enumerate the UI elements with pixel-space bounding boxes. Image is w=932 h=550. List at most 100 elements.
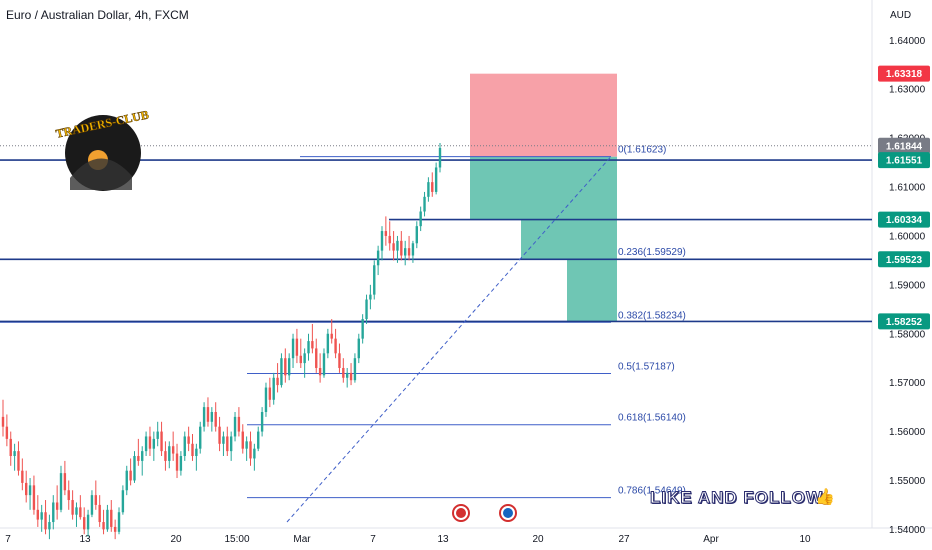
candle-body	[233, 416, 237, 437]
candle-body	[28, 485, 32, 496]
x-tick-label: 7	[370, 534, 376, 545]
thumbs-up-icon: 👍	[815, 489, 835, 506]
candle-body	[86, 514, 90, 530]
candle-body	[21, 470, 24, 483]
fib-level-label: 0.786(1.54649)	[618, 486, 686, 497]
logo-hand-shape	[70, 158, 132, 190]
candle-body	[79, 507, 82, 518]
candle-body	[63, 473, 67, 491]
candle-body	[400, 240, 403, 256]
candle-body	[253, 448, 256, 459]
candle-body	[90, 495, 94, 515]
candle-body	[75, 507, 78, 515]
candle-body	[48, 522, 51, 530]
price-badge-label: 1.59523	[886, 255, 923, 266]
candle-body	[187, 436, 190, 444]
candle-body	[222, 436, 225, 444]
candle-body	[55, 502, 59, 510]
price-badge: 1.63318	[878, 65, 930, 82]
candle-body	[9, 438, 12, 457]
candle-body	[59, 473, 63, 510]
candle-body	[295, 338, 299, 356]
candle-body	[98, 504, 101, 523]
price-badge-bg	[878, 211, 930, 228]
price-badge: 1.61551	[878, 152, 930, 169]
candle-body	[202, 407, 206, 427]
y-tick-label: 1.59000	[889, 280, 926, 291]
candle-body	[280, 358, 283, 386]
x-tick-label: 13	[79, 534, 91, 545]
eu-flag-icon-inner	[503, 508, 513, 518]
y-tick-label: 1.57000	[889, 378, 926, 389]
like-and-follow-watermark: LIKE AND FOLLOW	[649, 488, 824, 508]
candle-body	[129, 470, 132, 481]
candle-body	[237, 416, 241, 432]
candle-body	[403, 248, 407, 256]
x-tick-label: 15:00	[224, 534, 249, 545]
candle-body	[388, 235, 391, 244]
candle-body	[175, 453, 179, 471]
y-tick-label: 1.58000	[889, 329, 926, 340]
candle-body	[361, 319, 364, 339]
candle-body	[365, 299, 368, 320]
candle-body	[5, 426, 9, 439]
price-badge: 1.61844	[878, 137, 930, 154]
candle-body	[226, 436, 229, 452]
price-badge-label: 1.60334	[886, 215, 923, 226]
chart-title: Euro / Australian Dollar, 4h, FXCM	[6, 8, 189, 22]
candle-body	[241, 431, 244, 449]
candle-body	[191, 443, 194, 457]
candle-body	[369, 294, 372, 300]
candle-body	[276, 377, 279, 386]
candle-body	[330, 333, 333, 339]
price-badge-bg	[878, 137, 930, 154]
stop-loss-zone	[470, 73, 617, 157]
y-tick-label: 1.55000	[889, 476, 926, 487]
fib-level-label: 0.382(1.58234)	[618, 310, 686, 321]
candle-body	[164, 451, 167, 461]
candle-body	[179, 456, 183, 471]
x-tick-label: 27	[618, 534, 630, 545]
candle-body	[156, 431, 159, 439]
candle-body	[13, 451, 16, 457]
candle-body	[291, 338, 295, 359]
candle-body	[36, 509, 40, 520]
y-tick-label: 1.54000	[889, 525, 926, 536]
candle-body	[218, 426, 221, 444]
candle-body	[229, 436, 233, 452]
candle-body	[334, 338, 337, 354]
candle-body	[144, 436, 148, 452]
candle-body	[52, 502, 55, 523]
candle-body	[373, 265, 376, 295]
candle-body	[268, 387, 272, 400]
candle-body	[415, 226, 418, 244]
candle-body	[125, 470, 128, 491]
candle-body	[427, 182, 430, 197]
candle-body	[307, 341, 310, 354]
take-profit-zone-2	[521, 219, 617, 260]
x-tick-label: 20	[170, 534, 182, 545]
price-badge: 1.58252	[878, 313, 930, 330]
candle-body	[384, 231, 388, 236]
candle-body	[17, 451, 20, 471]
candle-body	[353, 358, 357, 381]
fib-level-label: 0.5(1.57187)	[618, 362, 675, 373]
candle-body	[299, 355, 302, 364]
candle-body	[171, 446, 175, 454]
fib-level-label: 0(1.61623)	[618, 145, 666, 156]
candle-body	[287, 358, 291, 376]
price-badge-label: 1.63318	[886, 69, 923, 80]
candle-body	[133, 456, 136, 481]
candle-body	[168, 446, 171, 461]
candle-body	[117, 512, 121, 532]
price-badge-label: 1.58252	[886, 317, 923, 328]
fib-level-label: 0.236(1.59529)	[618, 247, 686, 258]
candle-body	[438, 147, 442, 168]
candle-body	[214, 412, 217, 427]
x-tick-label: 13	[437, 534, 449, 545]
candle-body	[303, 353, 306, 364]
x-tick-label: Mar	[293, 534, 311, 545]
axis-currency-label: AUD	[890, 10, 911, 21]
